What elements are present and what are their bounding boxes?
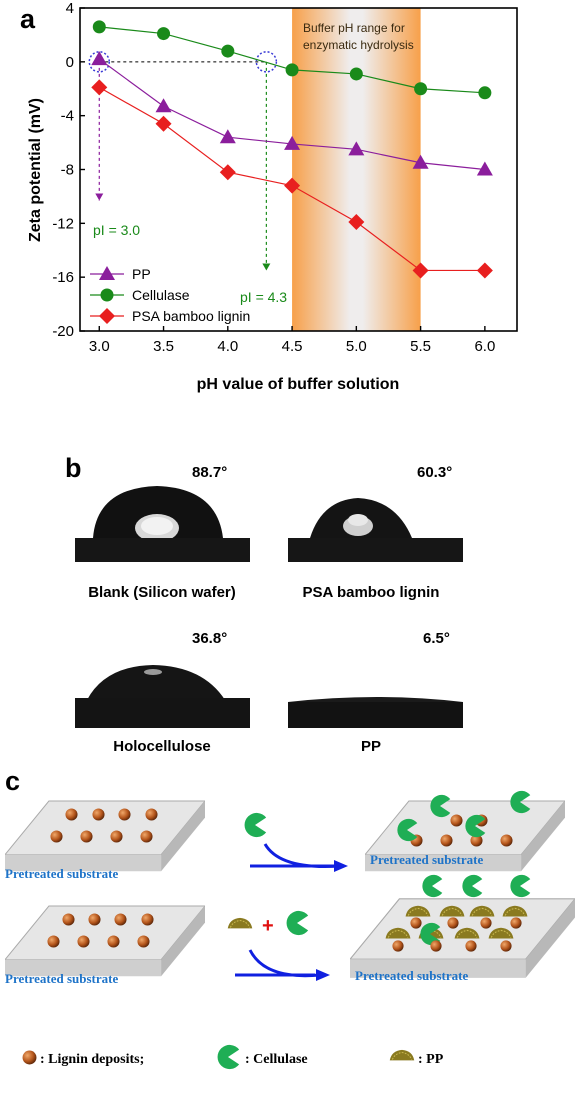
data-point-s0-6 — [476, 161, 493, 176]
data-point-s0-4 — [348, 141, 365, 156]
data-point-s0-3 — [284, 135, 301, 150]
panel-label-b: b — [65, 453, 82, 483]
legend-label-1: Cellulase — [132, 287, 190, 303]
x-tick-label-3: 4.5 — [282, 338, 303, 355]
legend-marker-0 — [99, 266, 115, 280]
data-point-s1-6 — [478, 86, 492, 100]
cellulase-icon-2 — [286, 910, 309, 936]
buffer-range-label-line1: Buffer pH range for — [303, 21, 405, 35]
contact-angle-value-blank: 88.7° — [192, 464, 228, 481]
x-tick-label-0: 3.0 — [89, 338, 110, 355]
substrate-label-row2-left: Pretreated substrate — [5, 971, 118, 986]
panel-label-a: a — [20, 4, 36, 34]
pi-arrowhead-4-3 — [262, 263, 271, 271]
data-point-s2-2 — [219, 164, 236, 181]
y-tick-label-0: 4 — [66, 0, 74, 17]
plus-sign: + — [262, 915, 274, 937]
pi-circle-4-3 — [255, 51, 278, 73]
chart-legend: PP Cellulase PSA bamboo lignin — [90, 266, 250, 324]
data-point-s1-1 — [157, 27, 171, 41]
pp-icon — [227, 917, 253, 929]
contact-angle-value-holocellulose: 36.8° — [192, 630, 228, 647]
data-point-s1-0 — [92, 20, 106, 34]
cellulase-icon — [244, 812, 267, 838]
x-tick-label-4: 5.0 — [346, 338, 367, 355]
y-tick-label-5: -16 — [52, 269, 74, 286]
zeta-potential-chart: Buffer pH range for enzymatic hydrolysis… — [27, 0, 518, 393]
y-tick-label-3: -8 — [61, 162, 74, 179]
legend-cellulase-label: : Cellulase — [245, 1052, 308, 1067]
data-point-s2-1 — [155, 115, 172, 132]
contact-angle-image-pp — [288, 652, 463, 728]
lignin-legend-icon — [22, 1050, 37, 1065]
reaction-arrow-row1 — [263, 843, 341, 868]
cellulase-legend-icon — [217, 1044, 240, 1070]
x-axis-title: pH value of buffer solution — [197, 376, 400, 393]
data-point-s0-0 — [91, 51, 108, 66]
adsorption-scheme: Pretreated substrate Pretreated substrat… — [5, 790, 575, 1070]
y-tick-label-6: -20 — [52, 323, 74, 340]
legend-label-2: PSA bamboo lignin — [132, 308, 250, 324]
contact-angle-value-pp: 6.5° — [423, 630, 450, 647]
data-point-s1-2 — [221, 44, 235, 58]
data-point-s1-5 — [414, 82, 428, 96]
substrate-label-row1-left: Pretreated substrate — [5, 866, 118, 881]
legend-marker-2 — [99, 308, 115, 324]
data-point-s2-4 — [348, 213, 365, 230]
y-tick-label-2: -4 — [61, 108, 74, 125]
pi-annotation-4-3: pI = 4.3 — [240, 289, 287, 305]
data-point-s1-4 — [349, 67, 363, 81]
x-tick-label-6: 6.0 — [474, 338, 495, 355]
buffer-ph-range-band — [292, 8, 421, 331]
contact-angle-image-blank — [75, 486, 250, 562]
contact-angle-image-holocellulose — [75, 652, 250, 728]
pi-arrowhead-3 — [95, 193, 104, 201]
contact-angle-caption-pp: PP — [360, 738, 381, 755]
data-point-s2-0 — [91, 79, 108, 96]
panel-label-c: c — [5, 766, 21, 796]
contact-angle-caption-lignin: PSA bamboo lignin — [302, 584, 440, 601]
pp-legend-icon — [389, 1049, 415, 1061]
data-point-s2-3 — [284, 177, 301, 194]
legend-marker-1 — [100, 288, 114, 302]
contact-angle-value-lignin: 60.3° — [417, 464, 453, 481]
x-tick-label-5: 5.5 — [410, 338, 431, 355]
y-axis-title: Zeta potential (mV) — [27, 98, 44, 242]
data-point-s2-5 — [412, 262, 429, 279]
legend-lignin-label: : Lignin deposits; — [40, 1052, 144, 1067]
data-point-s0-1 — [155, 98, 172, 113]
substrate-label-row1-right: Pretreated substrate — [370, 852, 483, 867]
data-point-s1-3 — [285, 63, 299, 77]
pi-annotation-3: pI = 3.0 — [93, 222, 140, 238]
contact-angle-image-lignin — [288, 486, 463, 562]
data-point-s2-6 — [476, 262, 493, 279]
data-point-s0-2 — [219, 129, 236, 144]
contact-angle-caption-holocellulose: Holocellulose — [113, 738, 211, 755]
substrate-label-row2-right: Pretreated substrate — [355, 968, 468, 983]
y-tick-label-1: 0 — [66, 54, 74, 71]
pi-circle-3 — [88, 51, 111, 73]
y-tick-label-4: -12 — [52, 215, 74, 232]
buffer-range-label-line2: enzymatic hydrolysis — [303, 38, 414, 52]
legend-label-0: PP — [132, 266, 151, 282]
x-tick-label-2: 4.0 — [217, 338, 238, 355]
legend-pp-label: : PP — [418, 1052, 444, 1067]
contact-angle-caption-blank: Blank (Silicon wafer) — [88, 584, 236, 601]
x-tick-label-1: 3.5 — [153, 338, 174, 355]
data-point-s0-5 — [412, 154, 429, 169]
